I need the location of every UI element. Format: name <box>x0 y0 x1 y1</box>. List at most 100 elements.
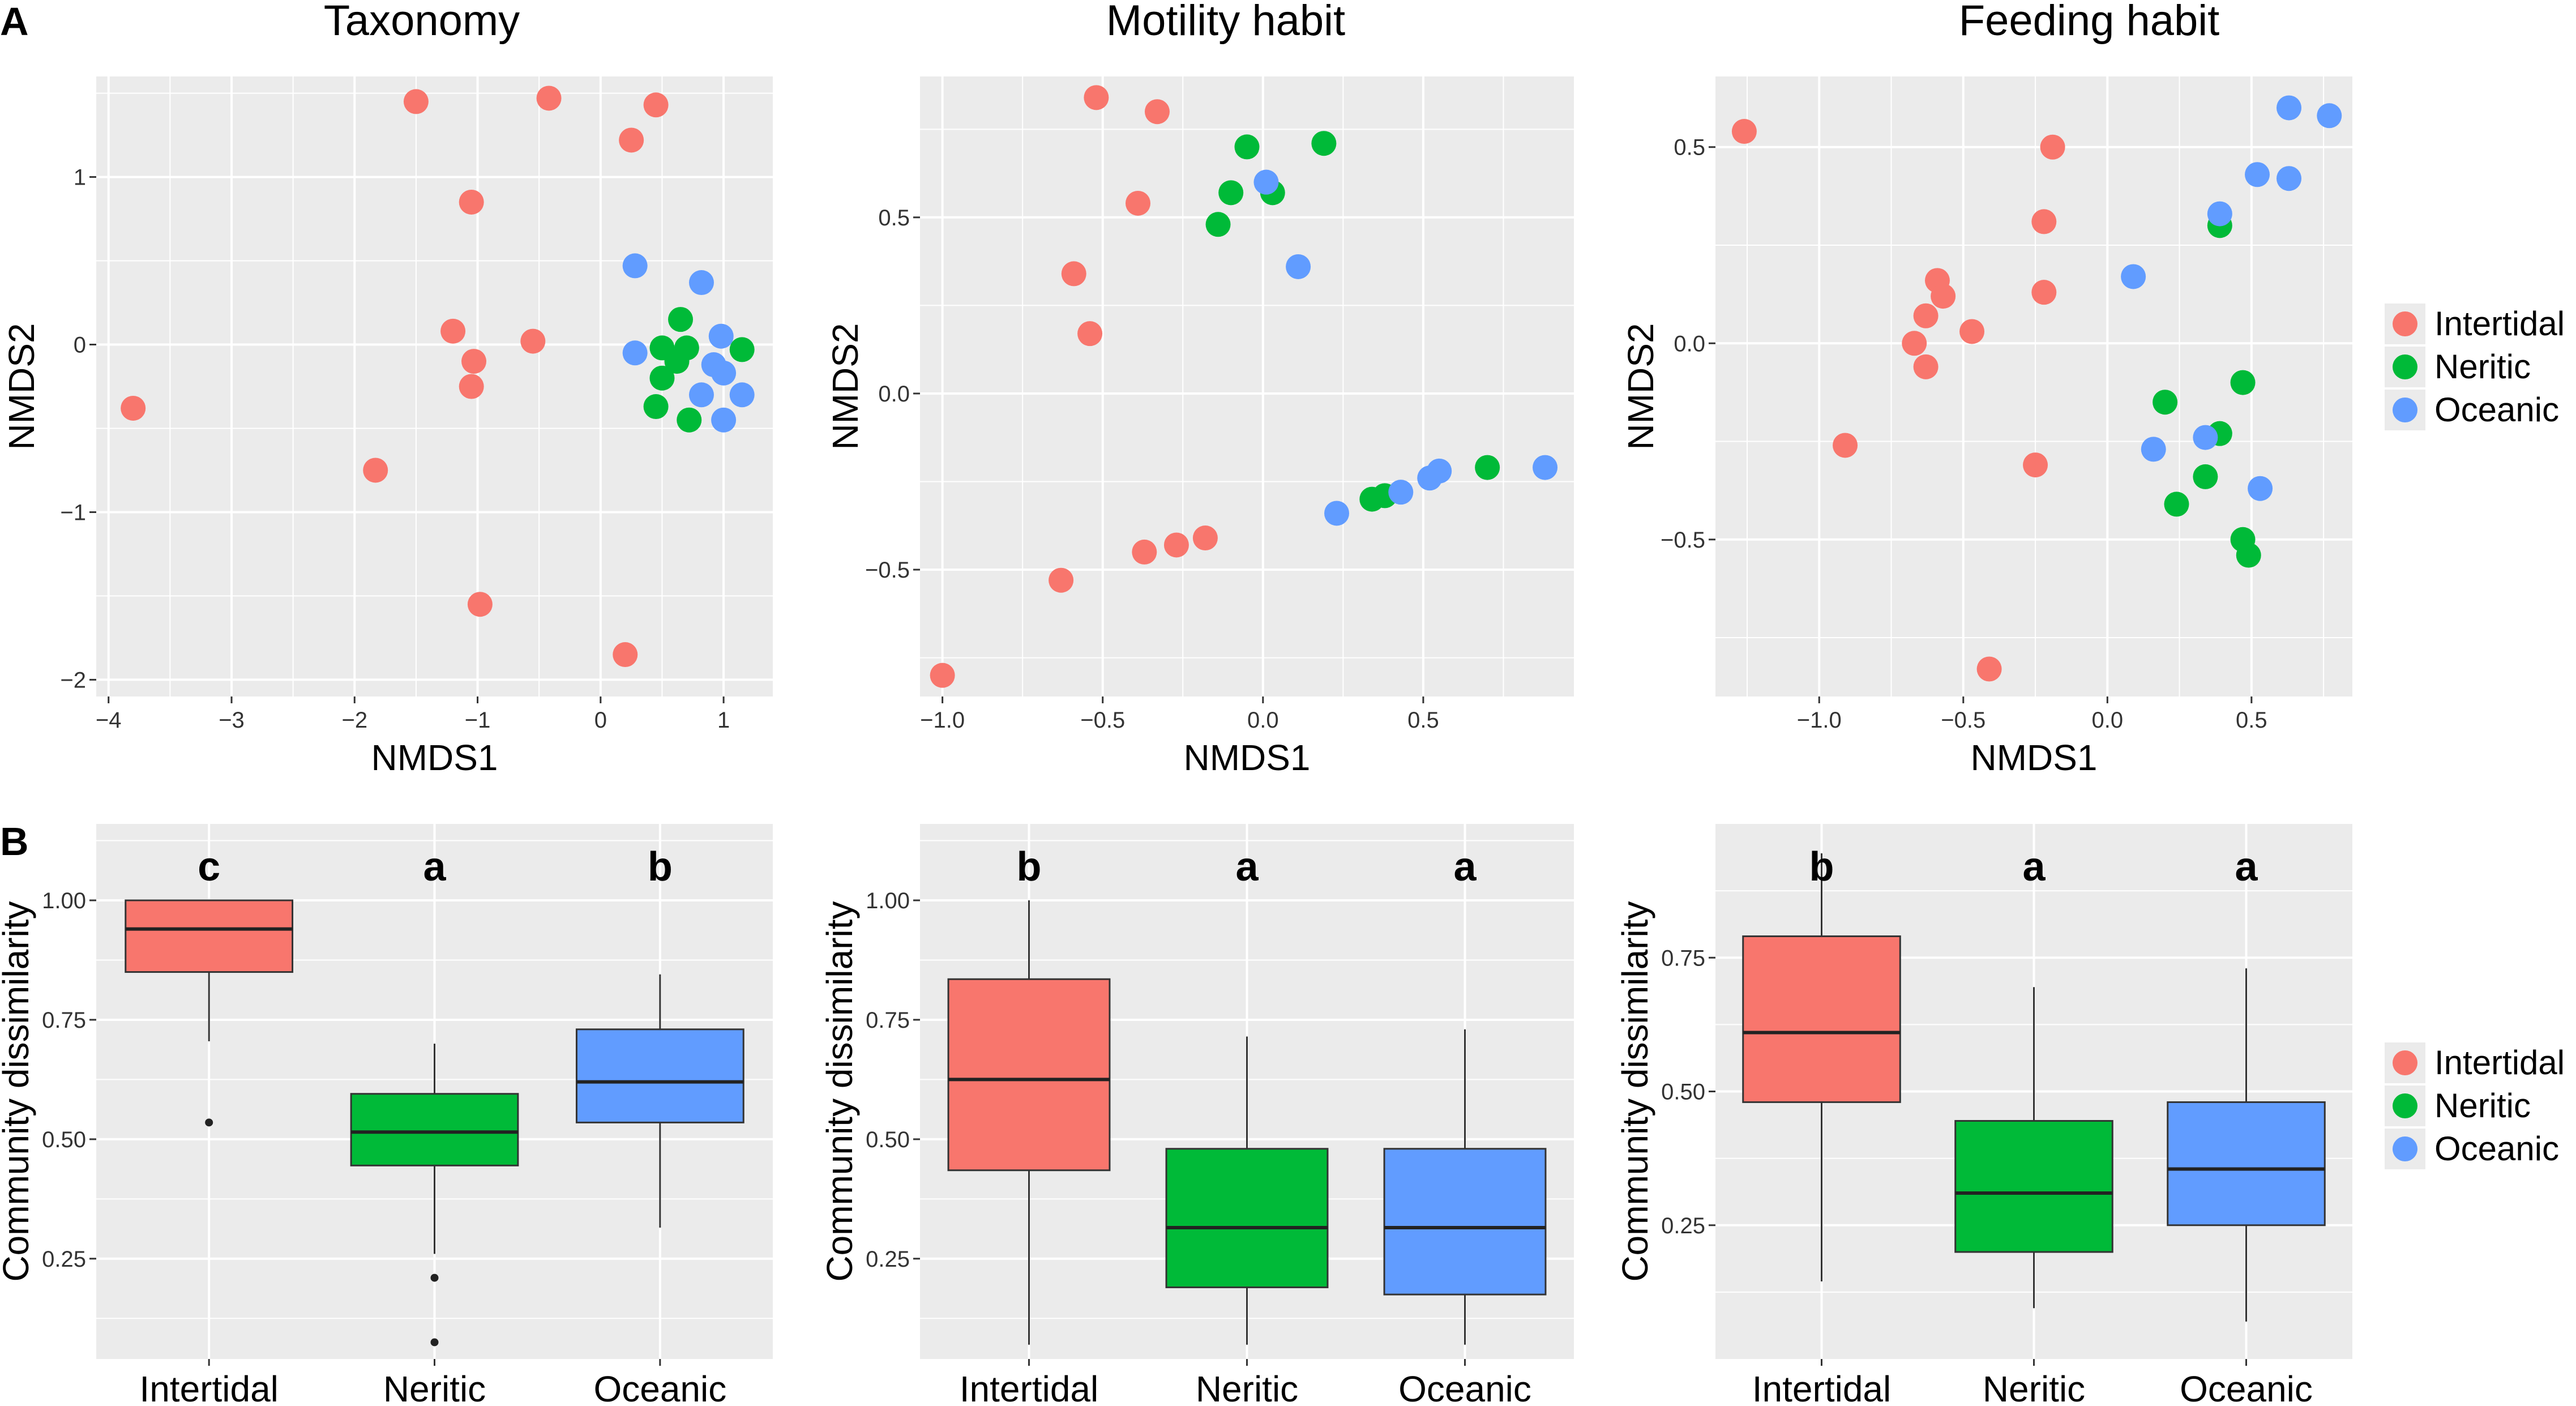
point-intertidal <box>121 395 146 421</box>
point-intertidal <box>1931 284 1956 309</box>
y-tick-label: 1 <box>74 165 86 190</box>
box-oceanic <box>1383 1148 1547 1296</box>
x-tick-label: −1.0 <box>920 708 965 733</box>
taxonomy-boxplot: 0.25 0.50 0.75 1.00 c Intertidal a Neritic b Ocea… <box>0 824 773 1406</box>
box-neritic <box>350 1093 519 1166</box>
point-neritic <box>1218 180 1244 206</box>
point-intertidal <box>1077 321 1103 347</box>
category-label-intertidal: Intertidal <box>139 1369 278 1406</box>
x-tick-label: 0 <box>594 708 607 733</box>
x-axis-title: NMDS1 <box>371 737 498 778</box>
significance-letter-oceanic: b <box>648 844 673 890</box>
point-intertidal <box>1833 433 1858 458</box>
point-neritic <box>2230 370 2256 395</box>
point-intertidal <box>2031 280 2057 305</box>
point-intertidal <box>619 127 644 153</box>
point-intertidal <box>440 318 466 344</box>
y-tick-label: 0.50 <box>1661 1080 1705 1105</box>
point-neritic <box>677 407 702 433</box>
point-neritic <box>2193 464 2218 489</box>
box-intertidal <box>125 899 294 973</box>
legend-key-oceanic <box>2393 398 2417 422</box>
legend-label-intertidal: Intertidal <box>2434 1044 2565 1082</box>
y-tick-label: 0.75 <box>866 1008 910 1033</box>
significance-letter-oceanic: a <box>1453 844 1477 890</box>
point-neritic <box>2164 492 2189 517</box>
outlier-intertidal <box>205 1118 213 1127</box>
box-oceanic <box>575 1028 744 1123</box>
point-intertidal <box>536 86 562 111</box>
point-neritic <box>668 307 694 332</box>
x-tick-label: 0.5 <box>2236 708 2267 733</box>
x-tick-label: −3 <box>219 708 245 733</box>
y-axis-title: NMDS2 <box>1620 323 1661 450</box>
y-tick-label: 0 <box>74 333 86 358</box>
significance-letter-intertidal: b <box>1017 844 1042 890</box>
legend-key-neritic <box>2393 1093 2417 1118</box>
y-tick-label: −2 <box>60 668 86 693</box>
point-oceanic <box>2277 95 2302 121</box>
y-tick-label: 0.50 <box>42 1127 86 1152</box>
point-oceanic <box>2121 264 2146 289</box>
significance-letter-oceanic: a <box>2235 844 2258 890</box>
point-intertidal <box>1959 319 1985 344</box>
point-oceanic <box>2248 476 2273 501</box>
x-tick-label: 0.5 <box>1407 708 1439 733</box>
outlier-neritic <box>430 1338 439 1347</box>
y-tick-label: −0.5 <box>865 558 910 583</box>
x-tick-label: −1.0 <box>1797 708 1842 733</box>
point-oceanic <box>1388 480 1414 505</box>
x-axis-title: NMDS1 <box>1970 737 2097 778</box>
x-tick-label: 0.0 <box>2092 708 2124 733</box>
significance-letter-intertidal: b <box>1809 844 1834 890</box>
point-neritic <box>1311 131 1337 156</box>
x-tick-label: −2 <box>341 708 367 733</box>
point-intertidal <box>2023 452 2048 478</box>
point-oceanic <box>1533 455 1558 480</box>
legend-key-neritic <box>2393 354 2417 379</box>
taxonomy-nmds-plot: −4 −3 −2 −1 0 1 −2 −1 0 1 Taxonomy NMDS1 NMDS2 <box>1 0 773 778</box>
legend-key-oceanic <box>2393 1136 2417 1161</box>
point-oceanic <box>688 270 714 296</box>
point-intertidal <box>1144 99 1170 125</box>
point-intertidal <box>1913 303 1939 328</box>
point-intertidal <box>459 374 484 399</box>
point-oceanic <box>708 323 734 349</box>
motility-nmds-plot: −1.0 −0.5 0.0 0.5 −0.5 0.0 0.5 Motility habit NM… <box>825 0 1574 778</box>
point-neritic <box>643 394 669 420</box>
x-tick-label: −4 <box>96 708 122 733</box>
panel-label-a: A <box>0 0 29 44</box>
legend-top: Intertidal Neritic Oceanic <box>2378 300 2576 436</box>
point-intertidal <box>1084 85 1109 110</box>
chart-title: Motility habit <box>1106 0 1345 45</box>
legend-key-intertidal <box>2393 1050 2417 1075</box>
y-tick-label: 0.5 <box>878 206 910 230</box>
point-oceanic <box>2207 201 2232 227</box>
point-intertidal <box>467 592 493 617</box>
point-neritic <box>729 337 755 362</box>
y-axis-title: Community dissimilarity <box>1615 901 1655 1281</box>
category-label-oceanic: Oceanic <box>593 1369 726 1406</box>
point-oceanic <box>711 360 737 386</box>
point-intertidal <box>1132 539 1157 565</box>
point-oceanic <box>2317 103 2342 129</box>
point-intertidal <box>1902 331 1927 356</box>
point-neritic <box>1475 455 1500 480</box>
y-tick-label: 0.25 <box>866 1247 910 1272</box>
box-intertidal <box>947 978 1111 1172</box>
legend-label-neritic: Neritic <box>2434 1087 2531 1125</box>
point-neritic <box>649 365 675 391</box>
category-label-neritic: Neritic <box>1196 1369 1298 1406</box>
x-tick-label: −0.5 <box>1941 708 1986 733</box>
y-tick-label: −0.5 <box>1661 528 1705 553</box>
significance-letter-neritic: a <box>423 844 446 890</box>
legend-label-oceanic: Oceanic <box>2434 391 2559 429</box>
y-tick-label: 1.00 <box>42 888 86 913</box>
point-intertidal <box>1976 656 2002 682</box>
point-oceanic <box>1427 458 1452 484</box>
y-tick-label: 0.5 <box>1674 135 1705 160</box>
point-oceanic <box>622 340 648 366</box>
point-oceanic <box>2141 437 2166 462</box>
legend-label-neritic: Neritic <box>2434 348 2531 386</box>
